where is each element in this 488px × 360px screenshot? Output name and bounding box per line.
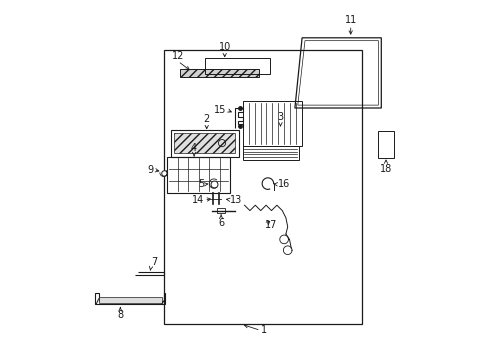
- Text: 7: 7: [151, 257, 157, 267]
- Text: 17: 17: [265, 220, 277, 230]
- Bar: [163, 50, 361, 324]
- Text: 16: 16: [277, 179, 289, 189]
- Text: 2: 2: [203, 114, 209, 124]
- Bar: [170, 130, 239, 157]
- Text: 9: 9: [147, 165, 153, 175]
- Text: 13: 13: [230, 195, 242, 205]
- Text: 5: 5: [198, 179, 204, 189]
- Text: 14: 14: [191, 195, 204, 205]
- Bar: [179, 69, 258, 77]
- Text: 6: 6: [218, 218, 224, 228]
- Text: 4: 4: [191, 143, 197, 153]
- Text: 11: 11: [344, 15, 356, 25]
- Text: 3: 3: [277, 112, 283, 122]
- Text: 12: 12: [171, 51, 183, 61]
- Bar: [99, 297, 162, 303]
- Bar: [174, 133, 235, 153]
- Text: 1: 1: [260, 325, 266, 336]
- Text: 15: 15: [214, 105, 226, 115]
- Bar: [204, 58, 269, 74]
- Bar: [242, 146, 298, 160]
- Bar: [217, 208, 224, 213]
- Bar: [167, 157, 230, 193]
- Bar: [242, 101, 302, 146]
- Text: 18: 18: [379, 164, 391, 174]
- Text: 10: 10: [218, 42, 230, 52]
- Bar: [377, 131, 393, 158]
- Text: 8: 8: [117, 310, 123, 320]
